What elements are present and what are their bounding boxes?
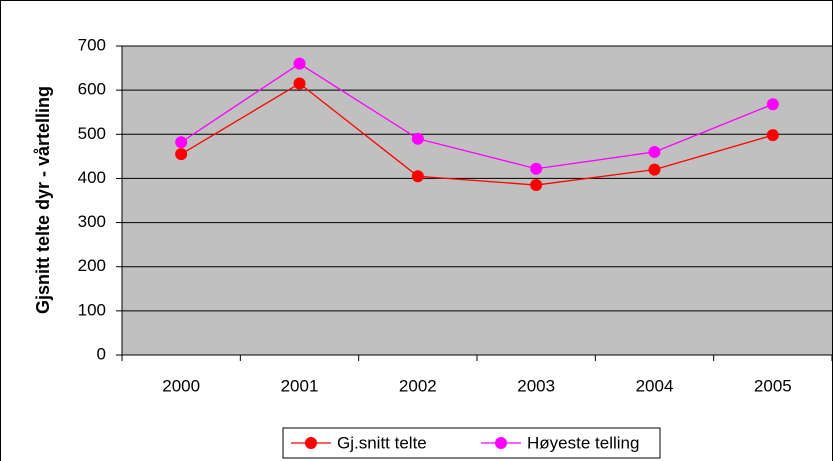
y-tick-label: 700: [78, 35, 106, 54]
series-line: [180, 62, 774, 170]
x-tick-label: 2002: [399, 376, 437, 395]
x-tick-label: 2001: [281, 376, 319, 395]
y-tick-label: 400: [78, 168, 106, 187]
data-point: [411, 170, 424, 183]
x-tick-label: 2004: [636, 376, 674, 395]
data-point: [175, 136, 188, 149]
series-line: [180, 82, 774, 186]
data-point: [530, 162, 543, 175]
data-point: [766, 98, 779, 111]
data-point: [530, 179, 543, 192]
legend-box: [282, 427, 661, 459]
legend-marker: [495, 437, 507, 449]
data-point: [411, 132, 424, 145]
data-point: [293, 57, 306, 70]
x-tick-label: 2003: [517, 376, 555, 395]
y-tick-label: 100: [78, 300, 106, 319]
y-tick-label: 0: [97, 344, 106, 363]
data-point: [175, 148, 188, 161]
x-tick-label: 2005: [754, 376, 792, 395]
y-axis-label: Gjsnitt telte dyr - vårtelling: [33, 86, 53, 314]
y-tick-label: 500: [78, 124, 106, 143]
data-point: [766, 129, 779, 142]
y-tick-label: 300: [78, 212, 106, 231]
data-point: [648, 145, 661, 158]
data-point: [648, 163, 661, 176]
legend-label: Gj.snitt telte: [337, 433, 427, 452]
y-tick-label: 600: [78, 80, 106, 99]
plot-area: [122, 46, 832, 355]
legend-marker: [305, 437, 317, 449]
y-tick-label: 200: [78, 256, 106, 275]
legend-label: Høyeste telling: [527, 433, 639, 452]
data-point: [293, 77, 306, 90]
x-tick-label: 2000: [162, 376, 200, 395]
